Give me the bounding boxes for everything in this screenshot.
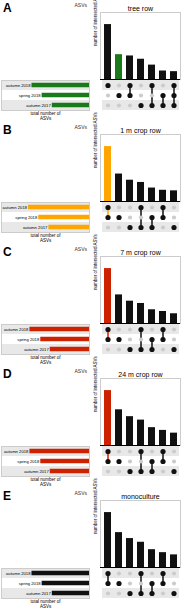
svg-text:1 m crop row: 1 m crop row (120, 127, 161, 135)
svg-text:autumn 2018: autumn 2018 (3, 205, 28, 210)
html-text:ASVs: ASVs (74, 124, 87, 130)
svg-text:24 m crop row: 24 m crop row (118, 371, 163, 379)
html-text:B: B (3, 123, 12, 137)
svg-text:number of intersected ASVs: number of intersected ASVs (93, 0, 98, 46)
svg-text:autumn 2018: autumn 2018 (6, 83, 31, 88)
svg-text:autumn 2017: autumn 2017 (23, 225, 48, 230)
svg-text:spring 2018: spring 2018 (19, 93, 42, 98)
svg-text:total number ofASVs: total number ofASVs (30, 111, 61, 121)
html-text:ASVs: ASVs (74, 490, 87, 496)
svg-text:spring 2018: spring 2018 (15, 215, 38, 220)
svg-text:autumn 2018: autumn 2018 (4, 449, 29, 454)
svg-text:autumn 2017: autumn 2017 (26, 103, 51, 108)
svg-text:autumn 2017: autumn 2017 (26, 591, 51, 596)
svg-text:monoculture: monoculture (121, 493, 160, 500)
svg-text:autumn 2018: autumn 2018 (6, 571, 31, 576)
svg-text:7 m crop row: 7 m crop row (120, 249, 161, 257)
html-text:D: D (3, 367, 12, 381)
svg-text:number of intersected ASVs: number of intersected ASVs (93, 477, 98, 534)
html-text:C: C (3, 245, 12, 259)
svg-text:spring 2018: spring 2018 (19, 581, 42, 586)
svg-text:spring 2018: spring 2018 (17, 337, 40, 342)
html-text:ASVs: ASVs (74, 368, 87, 374)
svg-text:total number ofASVs: total number ofASVs (30, 233, 61, 243)
svg-text:autumn 2017: autumn 2017 (24, 347, 49, 352)
svg-text:total number ofASVs: total number ofASVs (30, 477, 61, 487)
svg-text:number of intersected ASVs: number of intersected ASVs (93, 355, 98, 412)
html-text:ASVs: ASVs (74, 246, 87, 252)
svg-text:number of intersected ASVs: number of intersected ASVs (93, 111, 98, 168)
svg-text:number of intersected ASVs: number of intersected ASVs (93, 233, 98, 290)
html-text:E: E (3, 489, 11, 503)
html-text:ASVs: ASVs (74, 2, 87, 8)
svg-text:autumn 2017: autumn 2017 (24, 469, 49, 474)
svg-text:total number ofASVs: total number ofASVs (30, 599, 61, 609)
svg-text:autumn 2018: autumn 2018 (4, 327, 29, 332)
svg-text:spring 2018: spring 2018 (17, 459, 40, 464)
svg-text:tree row: tree row (128, 5, 154, 12)
html-text:A: A (3, 1, 12, 15)
svg-text:total number ofASVs: total number ofASVs (30, 355, 61, 365)
